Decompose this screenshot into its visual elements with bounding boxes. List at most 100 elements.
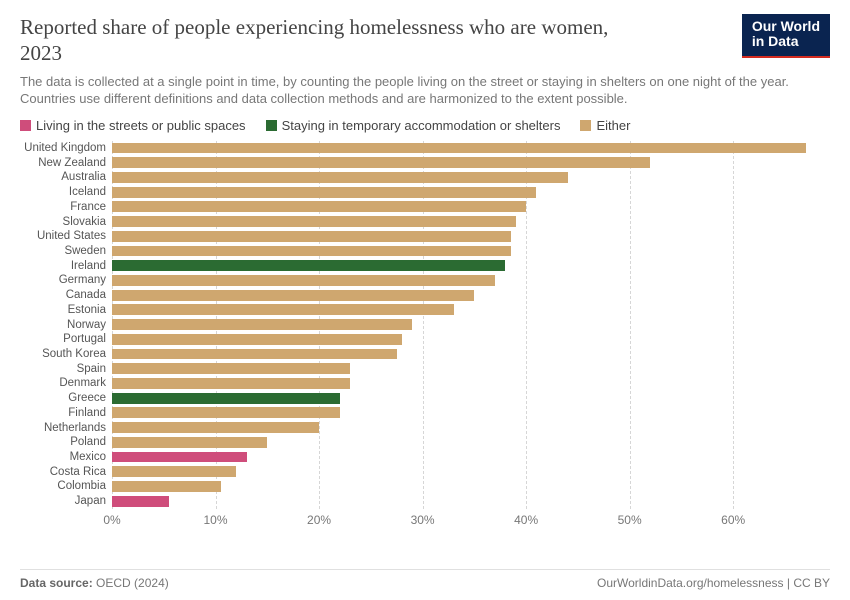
footer: Data source: OECD (2024) OurWorldinData.… <box>20 569 830 590</box>
bar <box>112 304 454 315</box>
bar-row: Ireland <box>112 258 816 273</box>
owid-logo: Our World in Data <box>742 14 830 58</box>
bar <box>112 290 474 301</box>
bar <box>112 275 495 286</box>
bar-label: Finland <box>68 407 112 419</box>
x-tick-label: 10% <box>204 513 228 527</box>
bar-label: Japan <box>75 495 112 507</box>
bar <box>112 349 397 360</box>
bar-label: Canada <box>66 289 112 301</box>
legend-label: Living in the streets or public spaces <box>36 118 246 133</box>
bar-label: South Korea <box>42 348 112 360</box>
bar-row: United States <box>112 229 816 244</box>
bar-row: Iceland <box>112 185 816 200</box>
bar-row: Netherlands <box>112 420 816 435</box>
source-label: Data source: <box>20 576 93 590</box>
legend-item: Either <box>580 118 630 133</box>
chart-area: United KingdomNew ZealandAustraliaIcelan… <box>112 141 816 531</box>
bar-label: Norway <box>67 319 112 331</box>
bar-label: Ireland <box>71 260 112 272</box>
bar <box>112 481 221 492</box>
bar-row: Denmark <box>112 376 816 391</box>
bar-row: New Zealand <box>112 155 816 170</box>
bar-row: Mexico <box>112 450 816 465</box>
logo-line-1: Our World <box>752 19 820 34</box>
header-row: Reported share of people experiencing ho… <box>20 14 830 67</box>
bar-label: Slovakia <box>63 216 112 228</box>
bar-row: Finland <box>112 406 816 421</box>
bar <box>112 157 650 168</box>
bar <box>112 187 536 198</box>
bar-label: United Kingdom <box>24 142 112 154</box>
bar-row: Australia <box>112 170 816 185</box>
bar-label: Spain <box>77 363 112 375</box>
bar-row: Canada <box>112 288 816 303</box>
bar-row: Norway <box>112 317 816 332</box>
attribution: OurWorldinData.org/homelessness | CC BY <box>597 576 830 590</box>
chart-card: Reported share of people experiencing ho… <box>0 0 850 600</box>
bar <box>112 231 511 242</box>
bar <box>112 466 236 477</box>
bar-label: Portugal <box>63 333 112 345</box>
bar-row: Costa Rica <box>112 464 816 479</box>
bar-row: France <box>112 199 816 214</box>
legend-swatch <box>580 120 591 131</box>
bar <box>112 422 319 433</box>
legend-item: Living in the streets or public spaces <box>20 118 246 133</box>
bar <box>112 143 806 154</box>
legend-label: Staying in temporary accommodation or sh… <box>282 118 561 133</box>
bar-label: New Zealand <box>38 157 112 169</box>
bar-label: Greece <box>68 392 112 404</box>
bar <box>112 216 516 227</box>
bar-row: Japan <box>112 494 816 509</box>
bar-label: France <box>70 201 112 213</box>
bar <box>112 319 412 330</box>
bar <box>112 378 350 389</box>
bar-row: United Kingdom <box>112 141 816 156</box>
bar-label: Australia <box>61 171 112 183</box>
bar <box>112 407 340 418</box>
bar-label: Mexico <box>70 451 112 463</box>
chart-title: Reported share of people experiencing ho… <box>20 14 640 67</box>
chart-subtitle: The data is collected at a single point … <box>20 73 820 108</box>
bar-label: Sweden <box>64 245 112 257</box>
bar <box>112 437 267 448</box>
x-tick-label: 20% <box>307 513 331 527</box>
bar-label: Costa Rica <box>50 466 112 478</box>
x-tick-label: 40% <box>514 513 538 527</box>
x-axis: 0%10%20%30%40%50%60% <box>112 509 816 531</box>
bar-row: Colombia <box>112 479 816 494</box>
bar-row: Slovakia <box>112 214 816 229</box>
bar <box>112 452 247 463</box>
bar-row: Germany <box>112 273 816 288</box>
bar <box>112 496 169 507</box>
bar-label: United States <box>37 230 112 242</box>
bar-row: South Korea <box>112 347 816 362</box>
legend: Living in the streets or public spaces S… <box>20 118 830 133</box>
bar <box>112 172 568 183</box>
legend-swatch <box>20 120 31 131</box>
bar-row: Sweden <box>112 244 816 259</box>
bars-container: United KingdomNew ZealandAustraliaIcelan… <box>112 141 816 509</box>
logo-line-2: in Data <box>752 34 820 49</box>
bar <box>112 363 350 374</box>
bar <box>112 393 340 404</box>
x-tick-label: 30% <box>411 513 435 527</box>
data-source: Data source: OECD (2024) <box>20 576 169 590</box>
bar-label: Netherlands <box>44 422 112 434</box>
x-tick-label: 60% <box>721 513 745 527</box>
bar-row: Poland <box>112 435 816 450</box>
bar <box>112 201 526 212</box>
bar-row: Spain <box>112 361 816 376</box>
source-value: OECD (2024) <box>96 576 169 590</box>
legend-item: Staying in temporary accommodation or sh… <box>266 118 561 133</box>
x-tick-label: 50% <box>618 513 642 527</box>
bar <box>112 260 505 271</box>
bar-label: Colombia <box>57 480 112 492</box>
bar-row: Portugal <box>112 332 816 347</box>
bar-label: Poland <box>70 436 112 448</box>
legend-swatch <box>266 120 277 131</box>
bar-label: Estonia <box>68 304 112 316</box>
bar-row: Greece <box>112 391 816 406</box>
bar-row: Estonia <box>112 303 816 318</box>
